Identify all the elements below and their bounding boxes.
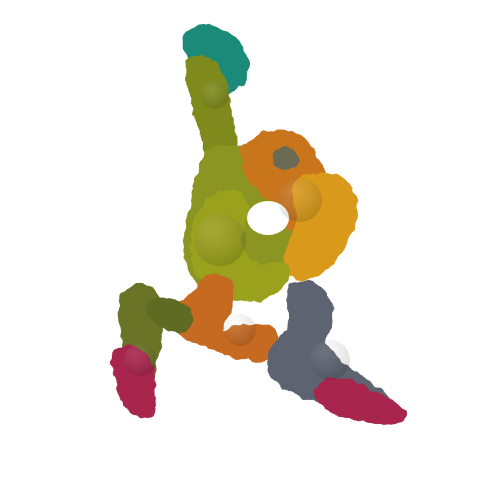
slate-patch bbox=[273, 147, 299, 171]
crimson-right-foot bbox=[315, 377, 406, 426]
surface-shading bbox=[124, 81, 350, 380]
ring-hole bbox=[247, 201, 289, 235]
upper-olive-stalk bbox=[185, 55, 238, 168]
orange-strand bbox=[171, 274, 280, 362]
teal-domain bbox=[183, 24, 249, 93]
dark-olive-connector bbox=[146, 297, 193, 334]
